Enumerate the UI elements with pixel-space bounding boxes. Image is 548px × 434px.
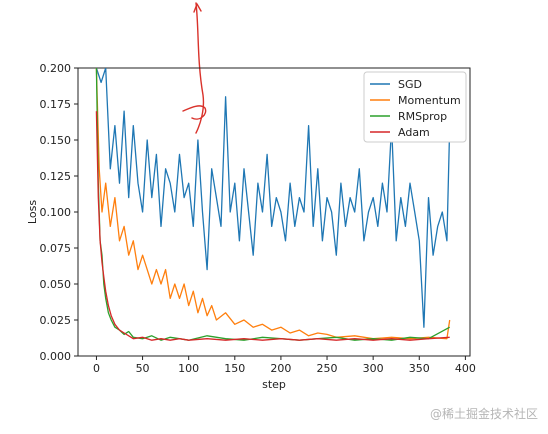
- x-tick-label: 200: [270, 362, 291, 375]
- y-tick-label: 0.175: [40, 98, 72, 111]
- y-tick-label: 0.100: [40, 206, 72, 219]
- y-tick-label: 0.050: [40, 278, 72, 291]
- series-line-sgd: [95, 68, 451, 328]
- handwritten-arrow-annotation: [182, 2, 207, 134]
- y-axis-label: Loss: [26, 200, 39, 224]
- legend-label-rmsprop: RMSprop: [398, 110, 447, 123]
- y-tick-label: 0.125: [40, 170, 72, 183]
- x-tick-label: 0: [93, 362, 100, 375]
- y-tick-label: 0.025: [40, 314, 72, 327]
- legend: SGD Momentum RMSprop Adam: [363, 71, 467, 143]
- x-tick-label: 250: [317, 362, 338, 375]
- x-tick-label: 400: [455, 362, 476, 375]
- x-axis-label: step: [262, 378, 286, 391]
- y-tick-label: 0.150: [40, 134, 72, 147]
- legend-label-sgd: SGD: [398, 78, 422, 91]
- y-tick-label: 0.200: [40, 62, 72, 75]
- x-tick-label: 300: [363, 362, 384, 375]
- series-lines: [95, 68, 451, 341]
- y-tick-label: 0.075: [40, 242, 72, 255]
- x-tick-label: 100: [178, 362, 199, 375]
- legend-label-adam: Adam: [398, 126, 430, 139]
- series-line-momentum: [95, 68, 451, 340]
- x-tick-label: 350: [409, 362, 430, 375]
- y-tick-label: 0.000: [40, 350, 72, 363]
- x-tick-label: 150: [224, 362, 245, 375]
- legend-label-momentum: Momentum: [398, 94, 461, 107]
- axes: 0 50 100 150 200 250 300 350 400 0.000 0.025 0.050 0…: [40, 62, 476, 375]
- watermark: @稀土掘金技术社区: [429, 407, 538, 421]
- x-tick-label: 50: [136, 362, 150, 375]
- legend-box: [363, 71, 467, 143]
- series-line-adam: [95, 111, 450, 341]
